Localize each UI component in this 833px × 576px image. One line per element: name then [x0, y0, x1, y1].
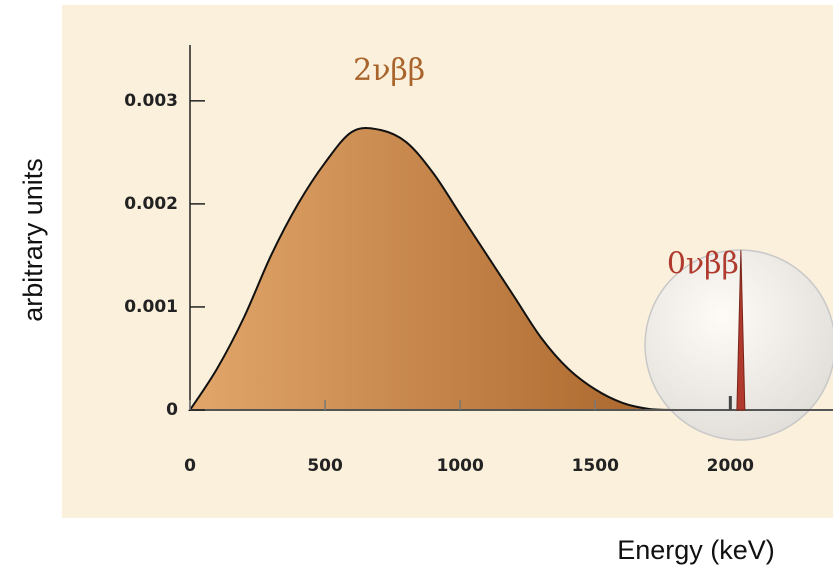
x-axis-title: Energy (keV): [617, 535, 775, 565]
x-tick-label: 1000: [437, 456, 484, 476]
chart: arbitrary units Energy (keV) 0 0.001 0.002…: [0, 0, 833, 576]
y-axis-title: arbitrary units: [18, 158, 48, 322]
x-tick-label: 500: [307, 456, 343, 476]
x-tick-label: 1500: [572, 456, 619, 476]
series-label: 2νββ: [353, 53, 425, 88]
y-tick-label: 0: [166, 400, 178, 420]
x-tick-label: 0: [184, 456, 196, 476]
y-tick-label: 0.003: [124, 91, 178, 111]
series-label: 0νββ: [667, 246, 739, 281]
y-tick-label: 0.001: [124, 297, 178, 317]
y-tick-label: 0.002: [124, 194, 178, 214]
x-tick-label: 2000: [707, 456, 754, 476]
